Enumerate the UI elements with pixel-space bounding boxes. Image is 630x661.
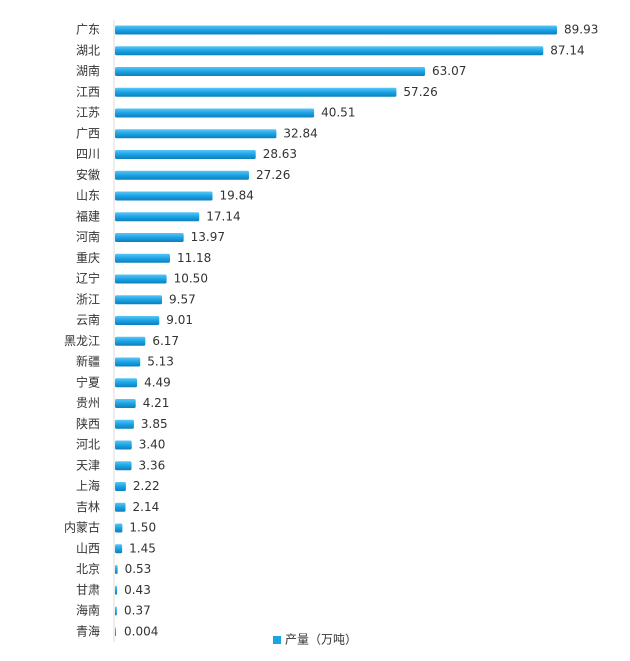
category-label: 内蒙古 [64, 520, 100, 535]
bar [115, 170, 249, 180]
value-label: 17.14 [206, 209, 240, 223]
bar [115, 378, 138, 388]
category-label: 山西 [76, 541, 100, 555]
bar [115, 191, 213, 201]
value-label: 2.22 [133, 479, 160, 493]
bar [115, 357, 141, 367]
bar [115, 502, 126, 512]
category-label: 浙江 [76, 292, 100, 306]
value-label: 13.97 [191, 230, 225, 244]
bar [115, 87, 397, 97]
bar [115, 440, 132, 450]
value-label: 57.26 [403, 85, 437, 99]
bar [115, 129, 277, 139]
bar [115, 316, 160, 325]
category-label: 重庆 [76, 251, 100, 265]
value-label: 1.50 [129, 521, 156, 535]
bar [115, 233, 184, 242]
bar [115, 46, 544, 56]
category-label: 海南 [76, 603, 100, 618]
value-label: 4.21 [143, 396, 170, 410]
category-label: 江苏 [76, 106, 100, 120]
bar [115, 523, 123, 533]
category-label: 甘肃 [76, 583, 100, 597]
value-label: 0.53 [125, 562, 152, 576]
legend-label: 产量（万吨） [285, 633, 357, 647]
bar [115, 482, 126, 491]
category-label: 湖南 [76, 63, 100, 78]
category-label: 吉林 [76, 500, 100, 514]
category-label: 湖北 [76, 42, 100, 57]
value-label: 9.01 [166, 313, 193, 327]
value-label: 3.36 [139, 458, 166, 472]
value-label: 0.004 [124, 624, 158, 638]
category-label: 北京 [76, 562, 100, 576]
category-label: 上海 [76, 478, 100, 493]
bar [115, 585, 118, 595]
bar [115, 461, 132, 471]
bar [115, 399, 136, 408]
category-label: 新疆 [76, 354, 100, 369]
category-label: 安徽 [76, 167, 100, 182]
category-label: 河南 [76, 229, 100, 244]
bar [115, 150, 256, 159]
category-label: 河北 [76, 438, 100, 452]
value-label: 40.51 [321, 106, 355, 120]
category-label: 广东 [76, 23, 100, 37]
value-label: 27.26 [256, 168, 290, 182]
value-label: 0.37 [124, 604, 151, 618]
category-label: 辽宁 [76, 271, 100, 286]
bar [115, 606, 117, 616]
bar [115, 336, 146, 346]
value-label: 0.43 [124, 583, 151, 597]
category-label: 江西 [76, 85, 100, 99]
bar [115, 67, 425, 76]
bar [115, 419, 134, 429]
category-label: 福建 [76, 208, 100, 223]
category-label: 青海 [76, 623, 100, 638]
value-label: 2.14 [133, 500, 160, 514]
bar [115, 627, 116, 637]
value-label: 87.14 [550, 43, 584, 57]
value-label: 4.49 [144, 375, 171, 389]
bar [115, 212, 200, 222]
legend-swatch [273, 636, 281, 644]
value-label: 3.40 [139, 438, 166, 452]
bar [115, 295, 163, 305]
category-label: 贵州 [76, 396, 100, 410]
value-label: 63.07 [432, 64, 466, 78]
value-label: 19.84 [220, 189, 254, 203]
category-label: 山东 [76, 189, 100, 203]
value-label: 11.18 [177, 251, 211, 265]
category-label: 四川 [76, 147, 100, 161]
value-label: 32.84 [283, 126, 317, 140]
category-label: 广西 [76, 126, 100, 140]
value-label: 10.50 [174, 272, 208, 286]
value-label: 28.63 [263, 147, 297, 161]
bar [115, 108, 315, 118]
category-label: 黑龙江 [64, 334, 100, 348]
category-label: 陕西 [76, 416, 100, 431]
category-label: 宁夏 [76, 374, 100, 389]
value-label: 3.85 [141, 417, 168, 431]
bar [115, 274, 167, 284]
category-label: 云南 [76, 312, 100, 327]
bar [115, 253, 170, 263]
bar [115, 565, 118, 574]
value-label: 89.93 [564, 23, 598, 37]
value-label: 1.45 [129, 541, 156, 555]
value-label: 9.57 [169, 292, 196, 306]
category-label: 天津 [76, 458, 100, 472]
bar [115, 25, 557, 35]
bar [115, 544, 123, 554]
value-label: 5.13 [147, 355, 174, 369]
value-label: 6.17 [152, 334, 179, 348]
